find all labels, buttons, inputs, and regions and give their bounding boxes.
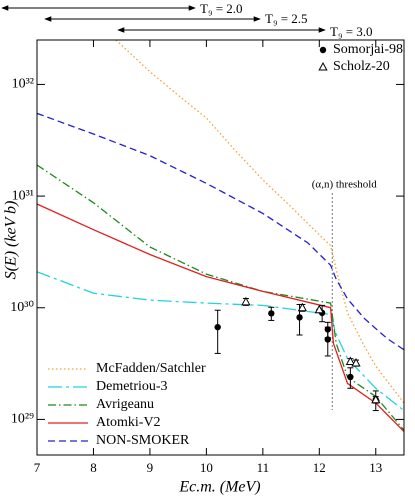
legend-label: Atomki-V2 <box>96 415 161 430</box>
legend-label: McFadden/Satchler <box>96 361 206 376</box>
series-line <box>37 203 404 432</box>
x-tick-label: 12 <box>313 460 326 475</box>
legend-marker <box>319 46 327 54</box>
threshold-label: (α,n) threshold <box>312 179 378 191</box>
x-tick-label: 10 <box>200 460 213 475</box>
x-tick-label: 9 <box>147 460 154 475</box>
data-point <box>324 336 331 343</box>
x-tick-label: 7 <box>34 460 41 475</box>
annotation: T₉ = 2.5 <box>265 11 308 26</box>
data-point <box>371 394 381 404</box>
data-point <box>297 302 308 312</box>
data-point <box>314 304 324 314</box>
annotation: T₉ = 3.0 <box>330 24 373 39</box>
y-tick-label: 10³⁰ <box>10 300 34 315</box>
series-line <box>37 164 404 431</box>
legend-label: Avrigeanu <box>96 397 154 412</box>
legend-label: NON-SMOKER <box>96 433 190 448</box>
data-point <box>241 296 251 306</box>
data-point <box>347 373 354 381</box>
series-line <box>37 271 404 412</box>
annotation: T₉ = 2.0 <box>200 1 243 16</box>
series-line <box>115 40 404 404</box>
legend-marker <box>318 61 328 71</box>
y-tick-label: 10³² <box>12 77 34 92</box>
y-tick-label: 10³¹ <box>12 188 34 203</box>
data-point <box>296 314 303 321</box>
series-line <box>37 112 404 351</box>
y-tick-label: 10²⁹ <box>11 412 34 427</box>
plot-frame <box>36 39 405 456</box>
legend-label: Somorjai-98 <box>333 42 403 57</box>
data-point <box>345 356 356 366</box>
x-tick-label: 13 <box>369 460 382 475</box>
legend-label: Demetriou-3 <box>96 379 168 394</box>
legend-label: Scholz-20 <box>333 59 390 74</box>
x-axis-label: Ec.m. (MeV) <box>178 479 260 496</box>
x-tick-label: 11 <box>257 460 270 475</box>
data-point <box>351 357 361 367</box>
data-point <box>268 310 275 317</box>
x-tick-label: 8 <box>90 460 97 475</box>
y-axis-label: S(E) (keV b) <box>3 201 20 280</box>
data-point <box>214 323 221 331</box>
